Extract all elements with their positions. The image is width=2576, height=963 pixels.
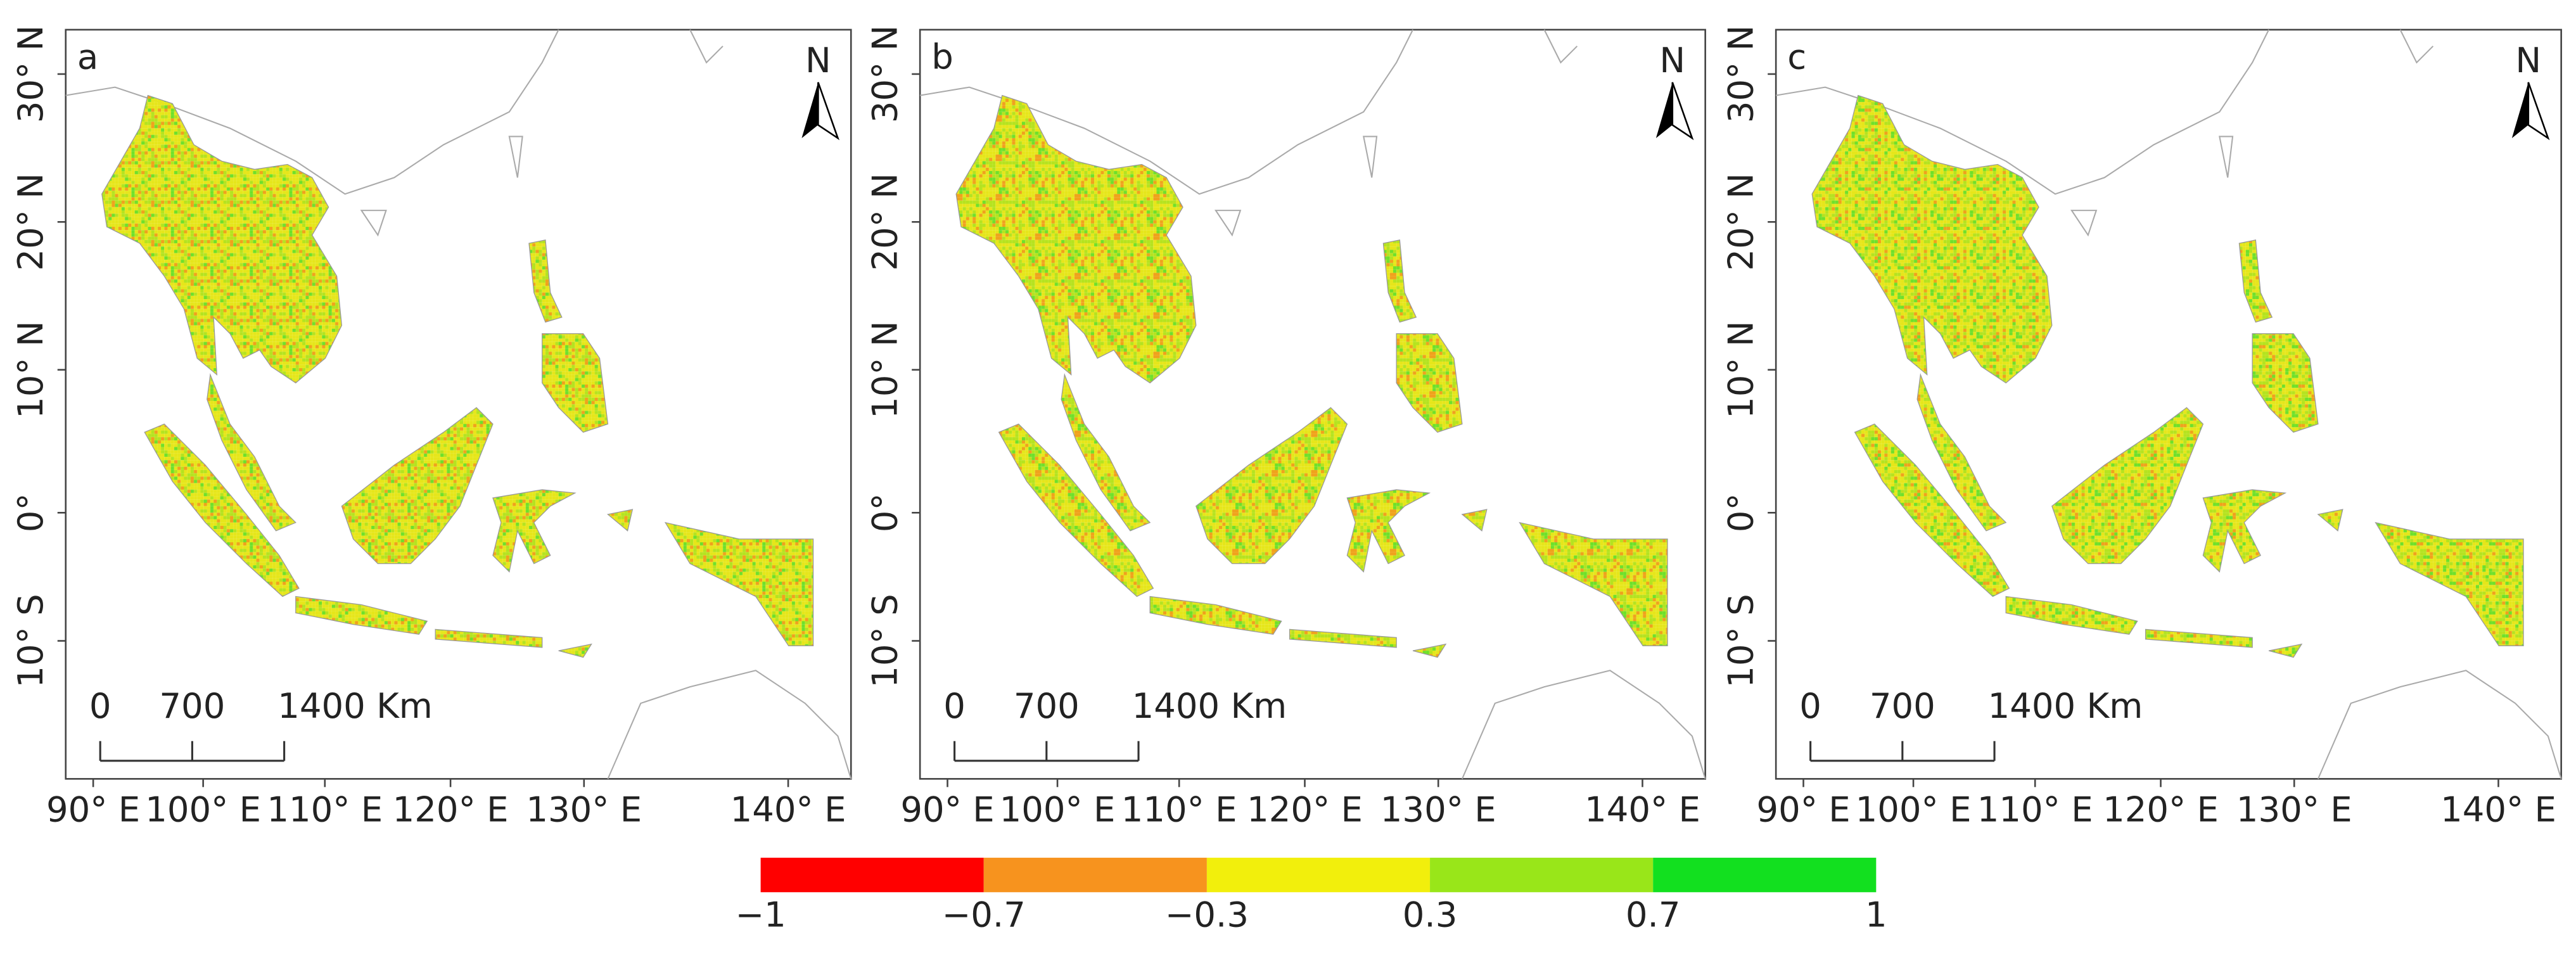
lon-label: 130° E xyxy=(526,789,642,829)
lat-label: 20° N xyxy=(864,173,905,271)
legend-swatch xyxy=(760,857,984,893)
lat-label: 0° xyxy=(10,493,51,532)
lat-label: 10° S xyxy=(864,594,905,687)
legend-label: 0.7 xyxy=(1626,894,1681,934)
lon-label: 110° E xyxy=(1121,789,1237,829)
lon-label: 110° E xyxy=(1977,789,2093,829)
lon-label: 130° E xyxy=(1380,789,1496,829)
lon-label: 140° E xyxy=(730,789,846,829)
lon-label: 120° E xyxy=(1247,789,1363,829)
legend-swatch xyxy=(1430,857,1654,893)
map-panel: c N 30° N 20° N 10° N 0° 10° S 90° E 100° E 110° … xyxy=(1720,25,2562,829)
north-label: N xyxy=(805,40,831,80)
legend-label: −1 xyxy=(735,894,786,934)
lon-label: 120° E xyxy=(2103,789,2219,829)
map-panel: b N 30° N 20° N 10° N 0° 10° S 90° E 100° E 110° … xyxy=(864,25,1706,829)
lon-label: 130° E xyxy=(2236,789,2352,829)
panel-label: b xyxy=(931,37,953,77)
scale-label: 700 xyxy=(1014,686,1080,726)
lat-label: 10° N xyxy=(1720,321,1761,419)
lon-label: 100° E xyxy=(1856,789,1972,829)
scale-label: 1400 Km xyxy=(1988,686,2143,726)
north-arrow xyxy=(801,82,819,139)
lat-label: 10° N xyxy=(864,321,905,419)
north-arrow xyxy=(1671,82,1694,141)
north-label: N xyxy=(1659,40,1685,80)
scale-label: 0 xyxy=(89,686,112,726)
lat-label: 10° N xyxy=(10,321,51,419)
lat-label: 0° xyxy=(864,493,905,532)
lon-label: 140° E xyxy=(1584,789,1700,829)
panel-label: c xyxy=(1787,37,1806,77)
legend-label: 0.3 xyxy=(1403,894,1458,934)
lon-label: 140° E xyxy=(2440,789,2556,829)
scale-label: 0 xyxy=(943,686,966,726)
lon-label: 100° E xyxy=(145,789,261,829)
north-arrow xyxy=(817,82,840,141)
legend-label: −0.7 xyxy=(942,894,1026,934)
scale-label: 1400 Km xyxy=(277,686,433,726)
lat-label: 20° N xyxy=(1720,173,1761,271)
lon-label: 90° E xyxy=(1756,789,1850,829)
lat-label: 0° xyxy=(1720,493,1761,532)
north-label: N xyxy=(2515,40,2541,80)
legend-swatch xyxy=(983,857,1207,893)
lat-label: 30° N xyxy=(1720,25,1761,124)
legend-swatch xyxy=(1653,857,1877,893)
lon-label: 90° E xyxy=(46,789,140,829)
scale-label: 0 xyxy=(1799,686,1821,726)
panel-label: a xyxy=(77,37,98,77)
legend-label: 1 xyxy=(1865,894,1887,934)
lat-label: 30° N xyxy=(864,25,905,124)
lon-label: 110° E xyxy=(267,789,383,829)
north-arrow xyxy=(2511,82,2528,139)
lat-label: 20° N xyxy=(10,173,51,271)
north-arrow xyxy=(2527,82,2550,141)
scale-label: 700 xyxy=(1870,686,1935,726)
lat-label: 10° S xyxy=(10,594,51,687)
map-panel: a N 30° N 20° N 10° N 0° 10° S 90° E 100° E 110° … xyxy=(10,25,852,829)
scale-label: 1400 Km xyxy=(1132,686,1287,726)
lat-label: 30° N xyxy=(10,25,51,124)
lon-label: 90° E xyxy=(900,789,994,829)
legend-swatch xyxy=(1206,857,1431,893)
lon-label: 120° E xyxy=(393,789,509,829)
lon-label: 100° E xyxy=(1000,789,1116,829)
legend-label: −0.3 xyxy=(1165,894,1249,934)
scale-label: 700 xyxy=(159,686,225,726)
lat-label: 10° S xyxy=(1720,594,1761,687)
